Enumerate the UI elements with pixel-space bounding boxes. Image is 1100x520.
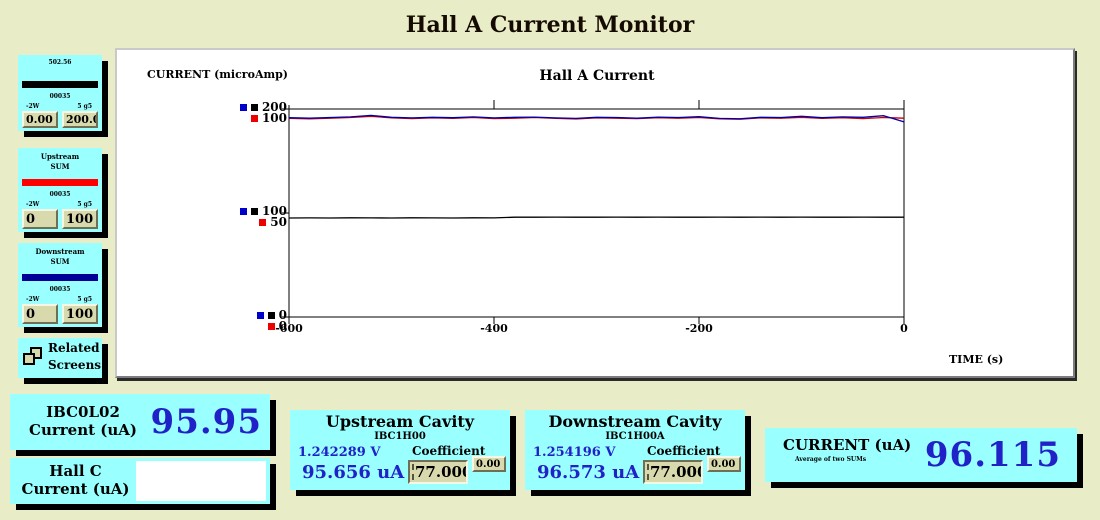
upstream-offset-input[interactable]: 0.00 <box>472 456 506 472</box>
related-display-icon <box>23 347 45 369</box>
upstream-pv-name: IBC1H00 <box>374 431 426 442</box>
upstream-current: 95.656 uA <box>302 462 405 483</box>
slider-high-tick: 5 g5 <box>77 296 92 303</box>
downstream-pv-name: IBC1H00A <box>605 431 665 442</box>
slider-panel-upstream: Upstream SUM 00035 -2W 5 g5 0 100 <box>18 148 102 232</box>
slider-panel-scale: 502.56 00035 -2W 5 g5 0.00 200.0 <box>18 55 102 131</box>
slider-readback: 00035 <box>49 191 71 198</box>
upstream-cavity-panel: Upstream Cavity IBC1H00 1.242289 V 95.65… <box>290 410 510 490</box>
average-current-label: CURRENT (uA) <box>783 436 912 454</box>
downstream-current: 96.573 uA <box>537 462 640 483</box>
ibc0l02-label-line1: IBC0L02 <box>46 403 120 421</box>
upstream-voltage: 1.242289 V <box>298 445 381 460</box>
chart-x-axis-title: TIME (s) <box>949 353 1004 366</box>
ibc0l02-label-line2: Current (uA) <box>29 421 137 439</box>
slider-high-input[interactable]: 200.0 <box>62 111 98 128</box>
slider-high-tick: 5 g5 <box>77 201 92 208</box>
page-title: Hall A Current Monitor <box>405 12 695 38</box>
ibc0l02-value: 95.95 <box>150 402 262 442</box>
downstream-coefficient-label: Coefficient <box>647 444 721 458</box>
slider-low-tick: -2W <box>26 103 40 110</box>
trace-ibc0l02-current <box>288 216 904 219</box>
slider-readback: 00035 <box>49 286 71 293</box>
slider-high-input[interactable]: 100 <box>62 209 98 229</box>
strip-chart-plot <box>282 100 905 324</box>
ibc0l02-readout-panel: IBC0L02 Current (uA) 95.95 <box>10 394 270 450</box>
strip-chart-panel: CURRENT (microAmp) Hall A Current -600 -4… <box>115 48 1075 378</box>
related-screens-button[interactable]: Related Screens <box>18 338 102 378</box>
slider-low-tick: -2W <box>26 201 40 208</box>
downstream-cavity-panel: Downstream Cavity IBC1H00A 1.254196 V 96… <box>525 410 745 490</box>
slider-label-line1: Downstream <box>35 247 85 256</box>
slider-high-input[interactable]: 100 <box>62 304 98 324</box>
upstream-coefficient-input[interactable]: 77.000 <box>408 460 468 484</box>
slider-low-tick: -2W <box>26 296 40 303</box>
slider-label-line2: SUM <box>50 257 70 266</box>
downstream-coefficient-input[interactable]: 77.000 <box>643 460 703 484</box>
downstream-offset-input[interactable]: 0.00 <box>707 456 741 472</box>
slider-readback: 00035 <box>49 93 71 100</box>
downstream-voltage: 1.254196 V <box>533 445 616 460</box>
chart-y-axis-title: CURRENT (microAmp) <box>147 68 289 81</box>
slider-bar[interactable] <box>22 179 98 186</box>
related-screens-label-line1: Related <box>48 341 100 355</box>
chart-title: Hall A Current <box>539 68 655 84</box>
slider-low-input[interactable]: 0 <box>22 209 58 229</box>
slider-value-label: 502.56 <box>48 59 72 66</box>
slider-low-input[interactable]: 0.00 <box>22 111 58 128</box>
slider-low-input[interactable]: 0 <box>22 304 58 324</box>
slider-high-tick: 5 g5 <box>77 103 92 110</box>
downstream-cavity-title: Downstream Cavity <box>548 412 722 431</box>
hall-c-readout-panel: Hall C Current (uA) <box>10 458 270 504</box>
trace-downstream-cavity-current <box>288 114 905 123</box>
slider-label-line2: SUM <box>50 162 70 171</box>
slider-panel-downstream: Downstream SUM 00035 -2W 5 g5 0 100 <box>18 243 102 327</box>
upstream-cavity-title: Upstream Cavity <box>325 412 475 431</box>
related-screens-label-line2: Screens <box>48 358 102 372</box>
upstream-coefficient-label: Coefficient <box>412 444 486 458</box>
hall-c-label-line1: Hall C <box>49 462 102 480</box>
hall-c-value <box>136 461 266 501</box>
slider-bar[interactable] <box>22 81 98 88</box>
average-current-value: 96.115 <box>924 435 1061 475</box>
hall-c-label-line2: Current (uA) <box>21 480 130 498</box>
slider-bar[interactable] <box>22 274 98 281</box>
average-current-panel: CURRENT (uA) Average of two SUMs 96.115 <box>765 428 1077 482</box>
slider-label-line1: Upstream <box>40 152 80 161</box>
average-current-sublabel: Average of two SUMs <box>795 456 867 463</box>
